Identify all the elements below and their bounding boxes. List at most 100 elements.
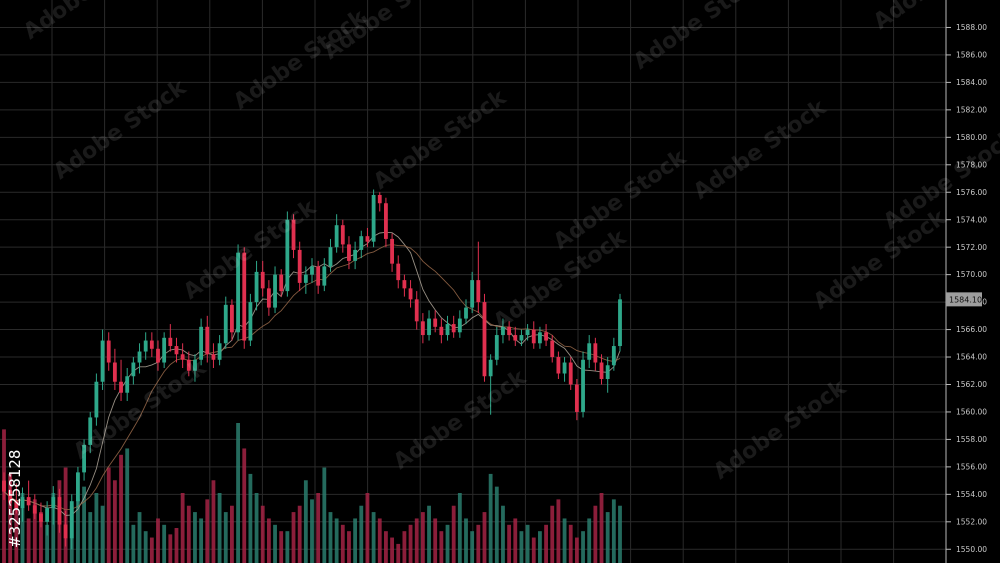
candle-body <box>464 307 468 319</box>
volume-bar <box>507 524 512 563</box>
candle-up <box>581 351 585 418</box>
candle-body <box>180 354 185 360</box>
volume-bar <box>581 531 585 563</box>
candle-body <box>254 271 259 303</box>
candle-body <box>445 324 450 336</box>
candle-down <box>32 494 37 520</box>
candle-body <box>211 354 216 360</box>
candle-body <box>14 501 19 509</box>
candle-up <box>20 487 25 522</box>
volume-bar <box>205 499 210 563</box>
chart-grid <box>0 0 946 563</box>
candle-body <box>334 225 339 248</box>
volume-bar <box>457 493 462 563</box>
current-price-tag: 1584.10 <box>946 292 982 307</box>
volume-bars <box>2 423 622 563</box>
candle-body <box>390 238 394 264</box>
candle-body <box>162 337 167 363</box>
candle-body <box>396 263 401 281</box>
candle-up <box>445 315 450 341</box>
tick-label: 1550.00 <box>956 545 987 554</box>
volume-bar <box>186 505 191 563</box>
volume-bar <box>439 531 444 563</box>
volume-bar <box>574 537 579 563</box>
volume-bar <box>125 448 130 563</box>
candle-down <box>57 488 62 533</box>
candle-body <box>371 194 376 242</box>
candle-up <box>236 244 240 341</box>
candle-body <box>273 274 277 308</box>
candle-down <box>544 324 548 347</box>
candle-body <box>248 302 253 341</box>
volume-bar <box>359 505 364 563</box>
candle-body <box>513 335 518 341</box>
candle-body <box>149 340 154 349</box>
volume-bar <box>193 512 197 563</box>
volume-bar <box>149 537 154 563</box>
volume-bar <box>254 493 259 563</box>
candle-up <box>328 238 333 272</box>
candle-body <box>156 348 160 363</box>
candle-body <box>63 524 68 539</box>
candle-body <box>230 304 234 333</box>
candle-up <box>371 189 376 248</box>
volume-bar <box>433 518 438 563</box>
candle-body <box>26 497 31 506</box>
volume-bar <box>494 486 499 563</box>
tick-label: 1570.00 <box>956 270 987 279</box>
candle-body <box>88 417 93 445</box>
candle-up <box>125 368 130 401</box>
volume-bar <box>562 518 567 563</box>
volume-bar <box>519 531 524 563</box>
candle-body <box>32 505 37 514</box>
candle-up <box>303 266 308 294</box>
candle-down <box>279 269 284 297</box>
tick-label: 1556.00 <box>956 462 987 471</box>
candle-up <box>501 318 505 344</box>
volume-bar <box>137 512 142 563</box>
volume-bar <box>168 534 173 563</box>
current-price-label: 1584.10 <box>949 295 982 304</box>
candle-body <box>494 335 499 360</box>
candle-up <box>464 299 468 325</box>
candle-up <box>538 326 542 349</box>
candle-up <box>618 293 622 352</box>
candle-up <box>143 332 148 360</box>
candle-body <box>297 249 302 283</box>
candle-up <box>587 335 592 369</box>
candle-down <box>433 310 438 333</box>
volume-bar <box>377 518 382 563</box>
tick-label: 1588.00 <box>956 23 987 32</box>
candle-body <box>94 381 99 418</box>
candle-body <box>599 362 604 379</box>
candle-up <box>82 439 86 481</box>
tick-label: 1578.00 <box>956 160 987 169</box>
candle-up <box>45 501 50 536</box>
volume-bar <box>340 524 345 563</box>
candle-body <box>279 274 284 292</box>
volume-bar <box>39 512 43 563</box>
volume-bar <box>501 505 505 563</box>
volume-bar <box>476 524 481 563</box>
candle-body <box>119 381 123 393</box>
candle-up <box>359 230 364 259</box>
volume-bar <box>599 493 604 563</box>
candle-up <box>285 211 290 297</box>
candle-body <box>414 299 419 322</box>
candle-down <box>556 351 561 379</box>
candle-body <box>501 326 505 336</box>
candle-body <box>568 362 573 385</box>
candle-up <box>605 357 610 393</box>
candle-body <box>353 249 358 261</box>
volume-bar <box>408 524 413 563</box>
candle-body <box>439 326 444 336</box>
volume-bar <box>236 423 240 563</box>
tick-label: 1554.00 <box>956 490 987 499</box>
candle-body <box>618 299 622 347</box>
candle-down <box>531 321 536 349</box>
candle-down <box>26 480 31 511</box>
candle-body <box>519 335 524 341</box>
candle-down <box>230 299 234 341</box>
candle-down <box>347 236 351 270</box>
candle-body <box>384 203 388 239</box>
